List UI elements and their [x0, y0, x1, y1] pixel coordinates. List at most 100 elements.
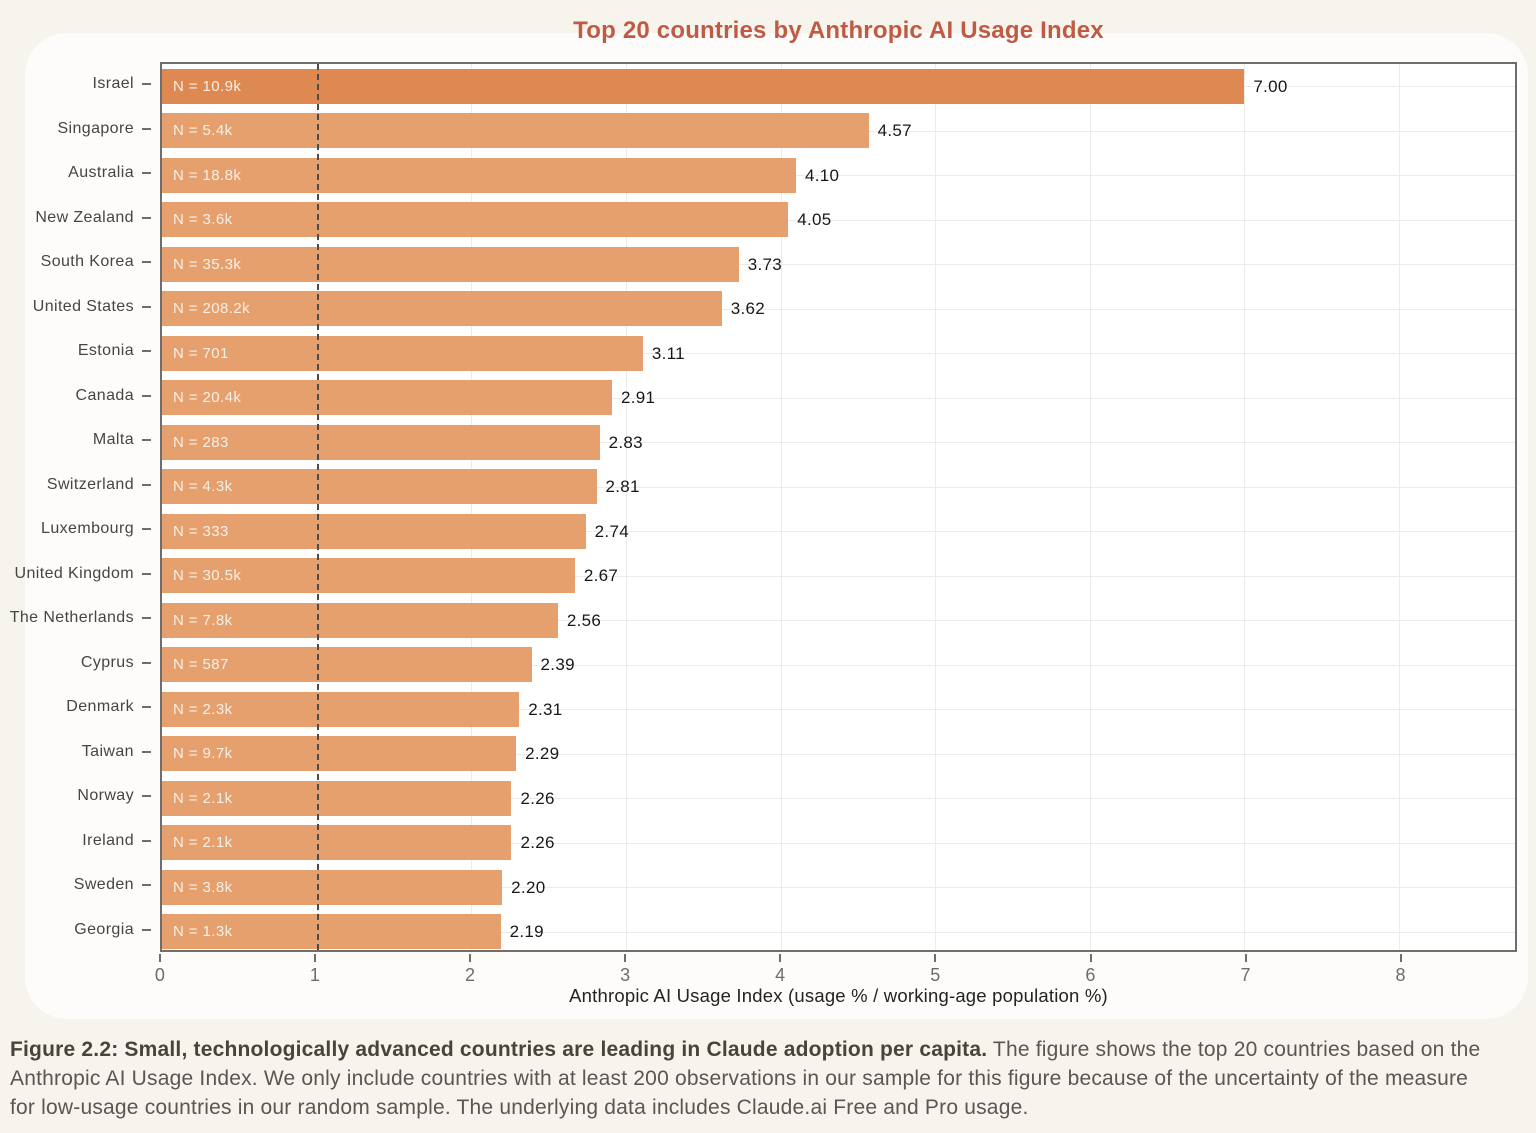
y-axis-label: United States	[32, 297, 134, 315]
bar-row-south-korea: N = 35.3k 3.73	[162, 242, 1515, 287]
y-axis-tick	[142, 928, 151, 931]
bar-n-label: N = 701	[173, 344, 229, 362]
bar-the-netherlands: N = 7.8k	[162, 602, 558, 638]
bar-value-label: 2.81	[605, 477, 640, 497]
y-axis: Israel Singapore Australia New Zealand South…	[0, 62, 160, 952]
bar-row-new-zealand: N = 3.6k 4.05	[162, 198, 1515, 243]
x-axis-tick	[1089, 954, 1092, 962]
bar-row-singapore: N = 5.4k 4.57	[162, 109, 1515, 154]
y-axis-label: Luxembourg	[41, 520, 134, 537]
bar-switzerland: N = 4.3k	[162, 469, 597, 505]
horizontal-gridline	[162, 575, 1515, 577]
bar-value-label: 2.19	[509, 922, 544, 942]
y-axis-label: Georgia	[74, 920, 134, 938]
bar-value-label: 3.73	[747, 254, 783, 274]
bar-luxembourg: N = 333	[162, 513, 586, 549]
y-axis-tick	[142, 483, 151, 486]
x-axis-tick-label: 5	[930, 965, 941, 985]
x-axis-tick	[779, 954, 782, 962]
reference-line	[316, 64, 319, 950]
bar-value-label: 2.83	[608, 432, 643, 452]
bar-value-label: 2.39	[540, 655, 575, 675]
bar-singapore: N = 5.4k	[162, 113, 869, 149]
y-axis-tick	[142, 394, 151, 397]
bar-value-label: 2.56	[566, 610, 602, 630]
bar-n-label: N = 7.8k	[173, 611, 233, 629]
bar-value-label: 3.11	[651, 343, 685, 363]
y-axis-tick	[142, 216, 151, 219]
y-axis-label: Sweden	[73, 876, 134, 893]
y-axis-label: United Kingdom	[14, 564, 134, 582]
bar-row-sweden: N = 3.8k 2.20	[162, 865, 1515, 910]
y-axis-label: Cyprus	[80, 653, 134, 671]
bar-row-australia: N = 18.8k 4.10	[162, 153, 1515, 198]
bar-value-label: 4.57	[877, 121, 912, 141]
bar-value-label: 2.26	[520, 788, 555, 808]
bar-n-label: N = 333	[173, 522, 229, 540]
chart-title: Top 20 countries by Anthropic AI Usage I…	[573, 17, 1104, 44]
bar-n-label: N = 9.7k	[173, 745, 233, 763]
bar-denmark: N = 2.3k	[162, 691, 520, 727]
bar-row-denmark: N = 2.3k 2.31	[162, 687, 1515, 732]
bar-n-label: N = 2.1k	[173, 834, 233, 852]
horizontal-gridline	[162, 798, 1515, 800]
y-axis-label: Taiwan	[81, 742, 134, 760]
horizontal-gridline	[162, 753, 1515, 755]
horizontal-gridline	[162, 353, 1515, 355]
bar-row-canada: N = 20.4k 2.91	[162, 376, 1515, 421]
bar-n-label: N = 18.8k	[173, 166, 242, 184]
y-axis-label: Norway	[77, 787, 134, 804]
figure-caption-text: The figure shows the top 20 countries ba…	[10, 1038, 1481, 1119]
y-axis-label: Australia	[68, 164, 134, 181]
bar-value-label: 2.91	[620, 388, 656, 408]
bar-value-label: 3.62	[730, 299, 766, 319]
bar-value-label: 4.05	[797, 210, 832, 230]
y-axis-label: Singapore	[57, 119, 134, 137]
horizontal-gridline	[162, 397, 1515, 399]
y-axis-label: Ireland	[82, 831, 134, 849]
bar-norway: N = 2.1k	[162, 780, 512, 816]
bar-n-label: N = 2.1k	[173, 789, 233, 807]
bar-south-korea: N = 35.3k	[162, 246, 739, 282]
horizontal-gridline	[162, 664, 1515, 666]
horizontal-gridline	[162, 264, 1515, 266]
y-axis-tick	[142, 572, 151, 575]
bar-ireland: N = 2.1k	[162, 825, 512, 861]
bar-n-label: N = 20.4k	[173, 389, 242, 407]
y-axis-tick	[142, 839, 151, 842]
y-axis-label: Canada	[75, 386, 134, 404]
horizontal-gridline	[162, 620, 1515, 622]
bar-n-label: N = 208.2k	[173, 300, 250, 318]
bar-row-luxembourg: N = 333 2.74	[162, 509, 1515, 554]
horizontal-gridline	[162, 709, 1515, 711]
bar-row-israel: N = 10.9k 7.00	[162, 64, 1515, 109]
y-axis-tick	[142, 706, 151, 709]
bar-value-label: 2.20	[511, 877, 546, 897]
bar-malta: N = 283	[162, 424, 600, 460]
x-axis-tick	[934, 954, 937, 962]
bar-row-the-netherlands: N = 7.8k 2.56	[162, 598, 1515, 643]
x-axis-tick	[159, 954, 161, 962]
bar-row-georgia: N = 1.3k 2.19	[162, 910, 1515, 955]
y-axis-tick	[142, 617, 151, 620]
y-axis-tick	[142, 261, 151, 264]
bar-value-label: 2.67	[583, 566, 619, 586]
bar-n-label: N = 587	[173, 656, 229, 674]
bar-n-label: N = 3.6k	[173, 211, 233, 229]
bar-australia: N = 18.8k	[162, 157, 796, 193]
x-axis-tick	[1399, 954, 1402, 962]
horizontal-gridline	[162, 442, 1515, 444]
horizontal-gridline	[162, 842, 1515, 844]
vertical-gridline	[1089, 64, 1091, 950]
bar-value-label: 2.29	[525, 744, 560, 764]
y-axis-label: South Korea	[40, 253, 134, 270]
bar-n-label: N = 2.3k	[173, 700, 233, 718]
y-axis-label: Denmark	[66, 698, 134, 715]
x-axis-tick	[1244, 954, 1247, 962]
bar-row-taiwan: N = 9.7k 2.29	[162, 732, 1515, 777]
bar-row-ireland: N = 2.1k 2.26	[162, 821, 1515, 866]
bar-value-label: 2.26	[520, 833, 555, 853]
bar-taiwan: N = 9.7k	[162, 736, 517, 772]
y-axis-label: Israel	[92, 75, 134, 92]
